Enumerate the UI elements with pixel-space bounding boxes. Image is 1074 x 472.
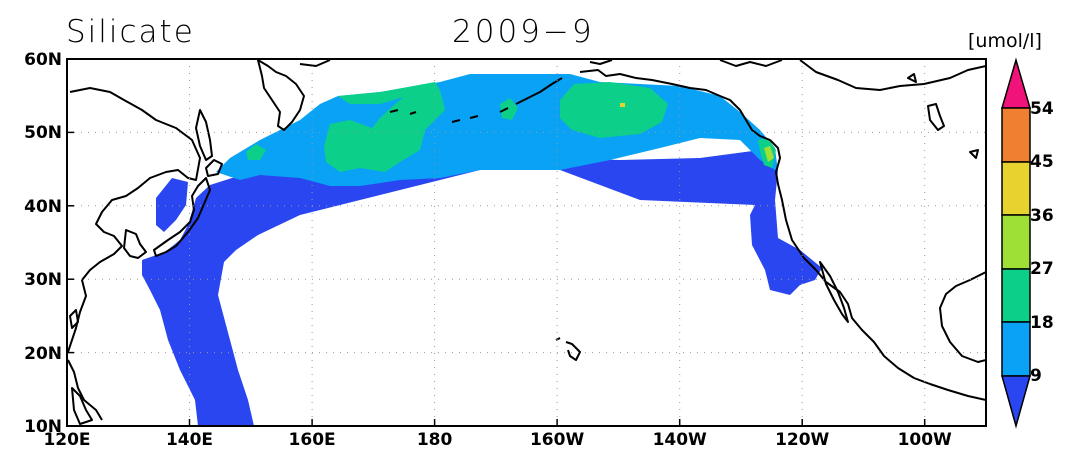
units-label: [umol/l] [968,30,1042,52]
field-band-low [142,150,822,426]
coast-asia-south [67,359,103,421]
colorbar-bin [1001,268,1031,323]
coast-kamchatka [257,59,305,131]
coast-taiwan [69,309,79,329]
coast-philippines [71,387,93,425]
coast-sakhalin [195,109,213,161]
silicate-field [142,74,822,426]
y-tick-label: 10N [24,417,62,437]
field-high-5 [246,144,266,160]
x-tick-label: 120E [43,430,90,450]
colorbar-bin [1001,214,1031,270]
colorbar-bin [1001,161,1031,216]
colorbar-bottom-arrow [1001,375,1031,429]
coastlines [67,59,986,425]
x-tick-label: 160W [530,430,584,450]
coast-asia [67,87,201,353]
field-edge-green [764,146,774,162]
coast-islands-ne [907,73,979,159]
colorbar-bin [1001,321,1031,377]
colorbar-labels: 9 18 27 36 45 54 [1030,99,1054,386]
coast-gulf-mexico [939,271,986,363]
y-tick-label: 20N [24,344,62,364]
field-peak [620,103,625,107]
coast-baja [819,261,849,323]
date-title: 2009−9 [452,14,595,50]
y-tick-label: 30N [24,270,62,290]
x-tick-label: 160E [289,430,336,450]
field-japan-sea [156,178,188,232]
coast-hawaii [555,337,581,361]
coast-hokkaido [205,159,223,177]
colorbar [1001,57,1031,429]
y-axis [67,58,74,427]
y-tick-label: 50N [24,123,62,143]
x-tick-label: 180 [417,430,453,450]
colorbar-top-arrow [1001,57,1031,109]
colorbar-label: 54 [1030,99,1054,119]
colorbar-label: 36 [1030,206,1054,226]
field-high-3 [560,82,668,138]
colorbar-label: 9 [1030,366,1042,386]
coast-aleutians [389,77,563,123]
field-high-1 [324,90,445,172]
coast-siberia [299,59,331,67]
colorbar-label: 45 [1030,152,1054,172]
x-tick-label: 120W [775,430,829,450]
x-tick-label: 100W [898,430,952,450]
coast-korea [123,229,147,259]
plot-frame [66,58,987,427]
x-tick-labels: 120E 140E 160E 180 160W 140W 120W 100W [43,430,952,450]
coast-japan [153,177,211,257]
y-tick-labels: 10N 20N 30N 40N 50N 60N [24,50,62,437]
colorbar-bin [1001,107,1031,163]
colorbar-label: 27 [1030,259,1054,279]
variable-title: Silicate [66,14,195,50]
coast-alaska [579,69,986,401]
x-axis [66,419,926,426]
field-high-2 [338,82,440,104]
y-tick-label: 60N [24,50,62,70]
y-tick-label: 40N [24,197,62,217]
field-high-4 [500,98,518,120]
x-tick-label: 140E [166,430,213,450]
coast-alaska-north [589,59,986,91]
colorbar-label: 18 [1030,313,1054,333]
x-tick-label: 140W [653,430,707,450]
